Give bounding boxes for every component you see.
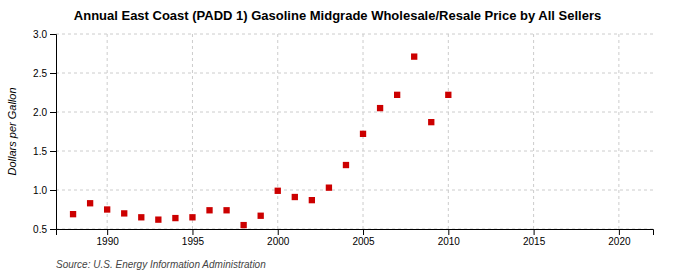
x-tick-label: 2015 xyxy=(523,236,546,247)
point xyxy=(377,105,383,111)
point xyxy=(121,210,127,216)
point xyxy=(155,216,161,222)
x-grid-line xyxy=(277,34,278,229)
point xyxy=(104,206,110,212)
x-tick-label: 2000 xyxy=(267,236,290,247)
x-tick-mark xyxy=(107,229,108,235)
source: Source: U.S. Energy Information Administ… xyxy=(56,259,266,270)
x-tick: 2000 xyxy=(267,229,290,247)
point xyxy=(240,222,246,228)
x-tick-label: 1990 xyxy=(97,236,120,247)
point xyxy=(223,207,229,213)
y-tick-label: 2.5 xyxy=(33,68,47,79)
point xyxy=(87,200,93,206)
x-tick-mark xyxy=(363,229,364,235)
x-tick: 1990 xyxy=(97,229,120,247)
point xyxy=(309,197,315,203)
point xyxy=(411,53,417,59)
x-grid-line xyxy=(107,34,108,229)
x-tick-mark xyxy=(534,229,535,235)
x-grid-line xyxy=(533,34,534,229)
y-tick: 0.5 xyxy=(33,224,56,235)
grid xyxy=(56,34,653,229)
x-axis-line xyxy=(57,230,654,236)
y-tick-mark xyxy=(50,151,56,152)
x-axis: 1990 1995 2000 2005 2010 2015 2020 xyxy=(57,229,654,247)
y-grid-line xyxy=(56,112,653,113)
plot: 1990 1995 2000 2005 2010 2015 2020 0.5 1.0 1.5 2.0… xyxy=(33,29,653,247)
point xyxy=(445,92,451,98)
point xyxy=(326,184,332,190)
y-grid-line xyxy=(56,190,653,191)
x-tick: 2015 xyxy=(523,229,546,247)
x-tick-mark xyxy=(448,229,449,235)
x-tick: 2005 xyxy=(352,229,375,247)
x-grid-line xyxy=(618,34,619,229)
point xyxy=(275,188,281,194)
y-grid-line xyxy=(56,151,653,152)
x-tick-mark xyxy=(278,229,279,235)
y-tick: 1.0 xyxy=(33,185,56,196)
y-tick-mark xyxy=(50,229,56,230)
point xyxy=(70,211,76,217)
x-grid-line xyxy=(448,34,449,229)
chart: 1990 1995 2000 2005 2010 2015 2020 0.5 1.0 1.5 2.0… xyxy=(0,0,675,275)
y-tick: 1.5 xyxy=(33,146,56,157)
y-axis: 0.5 1.0 1.5 2.0 2.5 3.0 xyxy=(33,29,56,235)
y-tick: 2.5 xyxy=(33,68,56,79)
y-tick-mark xyxy=(50,112,56,113)
x-tick-label: 2005 xyxy=(352,236,375,247)
y-tick-label: 1.5 xyxy=(33,146,47,157)
x-tick: 2020 xyxy=(608,229,631,247)
x-grid-line xyxy=(192,34,193,229)
x-tick: 2010 xyxy=(438,229,461,247)
y-axis-line xyxy=(50,35,57,230)
x-tick-mark xyxy=(619,229,620,235)
y-tick-label: 3.0 xyxy=(33,29,47,40)
point xyxy=(394,92,400,98)
x-tick-label: 2020 xyxy=(608,236,631,247)
point xyxy=(360,131,366,137)
x-tick-label: 1995 xyxy=(182,236,205,247)
point xyxy=(292,194,298,200)
y-grid-line xyxy=(56,73,653,74)
points xyxy=(70,53,452,228)
y-tick-mark xyxy=(50,190,56,191)
point xyxy=(172,215,178,221)
point xyxy=(189,214,195,220)
y-grid-line xyxy=(56,34,653,35)
y-tick-label: 0.5 xyxy=(33,224,47,235)
point xyxy=(138,214,144,220)
point xyxy=(343,162,349,168)
y-tick-label: 1.0 xyxy=(33,185,47,196)
y-axis-title: Dollars per Gallon xyxy=(6,87,18,175)
x-tick: 1995 xyxy=(182,229,205,247)
x-tick-label: 2010 xyxy=(438,236,461,247)
y-tick: 2.0 xyxy=(33,107,56,118)
y-tick-label: 2.0 xyxy=(33,107,47,118)
title: Annual East Coast (PADD 1) Gasoline Midg… xyxy=(74,8,601,23)
y-tick: 3.0 xyxy=(33,29,56,40)
y-tick-mark xyxy=(50,73,56,74)
point xyxy=(428,119,434,125)
x-tick-mark xyxy=(192,229,193,235)
point xyxy=(258,213,264,219)
point xyxy=(206,207,212,213)
y-tick-mark xyxy=(50,34,56,35)
